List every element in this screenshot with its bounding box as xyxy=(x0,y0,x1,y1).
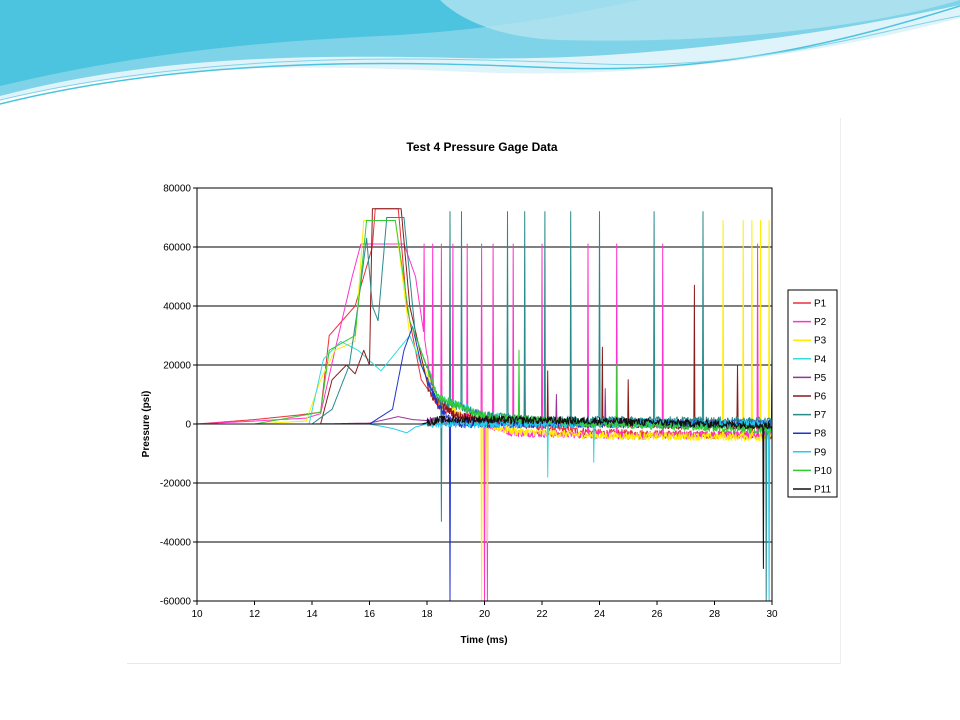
wave-line-1 xyxy=(0,5,960,105)
chart-title: Test 4 Pressure Gage Data xyxy=(406,140,558,154)
x-tick-label: 28 xyxy=(709,609,721,620)
pressure-chart: Test 4 Pressure Gage Data Pressure (psi)… xyxy=(141,140,838,646)
y-tick-labels: 80000 60000 40000 20000 0 -20000 -40000 -60000 xyxy=(160,184,197,608)
y-tick-label: -40000 xyxy=(160,538,192,549)
x-tick-labels: 10 12 14 16 18 20 22 24 26 28 30 xyxy=(191,601,778,620)
series-line-p11 xyxy=(197,415,773,569)
legend: P1 P2 P3 P4 P5 P6 P7 P8 P9 P10 P11 xyxy=(787,289,838,498)
legend-label-p10: P10 xyxy=(814,466,832,477)
x-tick-label: 22 xyxy=(536,609,548,620)
series-line-p10 xyxy=(197,220,773,434)
legend-label-p2: P2 xyxy=(814,317,827,328)
x-tick-label: 16 xyxy=(364,609,376,620)
x-axis-title: Time (ms) xyxy=(460,635,507,646)
legend-label-p1: P1 xyxy=(814,299,827,310)
x-tick-label: 12 xyxy=(249,609,261,620)
x-tick-label: 24 xyxy=(594,609,606,620)
legend-label-p6: P6 xyxy=(814,392,827,403)
legend-box xyxy=(787,289,838,498)
x-tick-label: 20 xyxy=(479,609,491,620)
slide-header-waves xyxy=(0,0,960,105)
y-tick-label: 20000 xyxy=(163,361,191,372)
x-tick-label: 14 xyxy=(306,609,318,620)
y-axis-title: Pressure (psi) xyxy=(141,391,152,458)
y-tick-label: 60000 xyxy=(163,243,191,254)
legend-label-p9: P9 xyxy=(814,447,827,458)
series-line-p1 xyxy=(197,208,773,440)
y-tick-label: -20000 xyxy=(160,479,192,490)
legend-label-p11: P11 xyxy=(814,485,831,496)
y-tick-label: 0 xyxy=(185,420,191,431)
legend-label-p4: P4 xyxy=(814,354,827,365)
plot-border xyxy=(196,187,773,602)
chart-frame: Test 4 Pressure Gage Data Pressure (psi)… xyxy=(127,118,841,664)
y-tick-label: 80000 xyxy=(163,184,191,195)
x-tick-label: 10 xyxy=(191,609,203,620)
plot-series xyxy=(197,208,773,602)
wave-band-pale xyxy=(440,0,960,41)
wave-line-2 xyxy=(0,15,960,101)
legend-label-p5: P5 xyxy=(814,373,827,384)
y-tick-label: -60000 xyxy=(160,597,192,608)
legend-label-p3: P3 xyxy=(814,336,827,347)
y-tick-label: 40000 xyxy=(163,302,191,313)
series-line-p6 xyxy=(197,208,773,431)
x-tick-label: 18 xyxy=(421,609,433,620)
legend-label-p8: P8 xyxy=(814,429,827,440)
x-tick-label: 30 xyxy=(766,609,778,620)
x-tick-label: 26 xyxy=(651,609,663,620)
legend-label-p7: P7 xyxy=(814,410,827,421)
